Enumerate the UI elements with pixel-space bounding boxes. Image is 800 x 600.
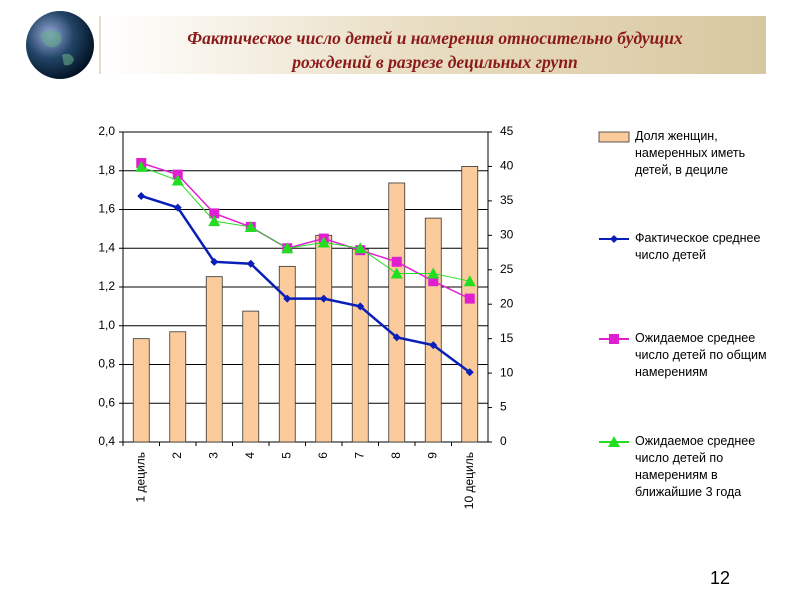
point: [244, 220, 257, 232]
bar: [132, 338, 150, 443]
y-tick-label: 1,0: [98, 318, 115, 332]
y2-tick-label: 20: [500, 296, 514, 310]
point: [391, 256, 402, 267]
legend-entry: Фактическое среднее число детей: [597, 230, 770, 264]
x-tick-label: 2: [170, 452, 184, 459]
legend-swatch: [599, 334, 629, 344]
x-tick-label: 3: [206, 452, 220, 459]
x-tick-label: 8: [389, 452, 403, 459]
legend-label: Ожидаемое среднее число детей по общим н…: [635, 331, 767, 379]
point: [354, 242, 367, 254]
bar: [424, 217, 442, 443]
globe-land: [40, 30, 74, 66]
bar: [315, 234, 333, 443]
legend-entry: Ожидаемое среднее число детей по намерен…: [597, 433, 770, 501]
point: [319, 294, 328, 303]
point: [281, 242, 294, 254]
globe-icon: [26, 11, 94, 79]
point: [463, 275, 476, 287]
swatch: [598, 131, 630, 143]
y-tick-label: 0,6: [98, 395, 115, 409]
bar: [461, 166, 479, 443]
y2-tick-label: 10: [500, 365, 514, 379]
x-tick-label: 6: [316, 452, 330, 459]
y-tick-label: 1,4: [98, 240, 115, 254]
point: [356, 302, 365, 311]
point: [209, 208, 220, 219]
point: [283, 294, 292, 303]
legend-swatch: [598, 131, 630, 143]
legend-entry: Доля женщин, намеренных иметь детей, в д…: [597, 128, 770, 179]
x-tick-label: 4: [243, 452, 257, 459]
bar: [388, 182, 406, 443]
y2-tick-label: 40: [500, 159, 514, 173]
x-tick-label: 7: [352, 452, 366, 459]
swatch-marker: [609, 334, 619, 344]
line: [141, 162, 471, 300]
y2-tick-label: 45: [500, 124, 514, 138]
y2-tick-label: 35: [500, 193, 514, 207]
point: [317, 236, 330, 248]
bar: [169, 331, 187, 443]
point: [137, 191, 146, 200]
point: [208, 215, 221, 227]
point: [390, 267, 403, 279]
legend-label: Ожидаемое среднее число детей по намерен…: [635, 434, 756, 499]
y-tick-label: 2,0: [98, 124, 115, 138]
point: [464, 293, 475, 304]
bar: [278, 265, 296, 443]
legend-swatch: [599, 436, 629, 447]
legend-entry: Ожидаемое среднее число детей по общим н…: [597, 330, 770, 381]
header-band: [100, 16, 766, 74]
point: [171, 174, 184, 186]
page-number: 12: [710, 568, 731, 588]
point: [246, 259, 255, 268]
bar: [242, 310, 260, 443]
y-tick-label: 1,8: [98, 163, 115, 177]
line: [141, 166, 470, 282]
line: [140, 194, 471, 374]
point: [135, 160, 148, 172]
y2-tick-label: 25: [500, 262, 514, 276]
y-tick-label: 0,4: [98, 434, 115, 448]
legend-label: Фактическое среднее число детей: [635, 231, 761, 262]
legend-label: Доля женщин, намеренных иметь детей, в д…: [635, 129, 746, 177]
swatch-marker: [610, 235, 618, 243]
point: [210, 257, 219, 266]
y2-tick-label: 0: [500, 434, 507, 448]
point: [427, 267, 440, 279]
x-tick-label: 9: [425, 452, 439, 459]
point: [173, 203, 182, 212]
y-tick-label: 1,6: [98, 202, 115, 216]
chart-title: Фактическое число детей и намерения отно…: [187, 28, 683, 72]
bar: [351, 248, 369, 443]
x-tick-label: 1 дециль: [133, 452, 147, 503]
legend-swatch: [599, 235, 629, 243]
point: [429, 341, 438, 350]
y2-tick-label: 15: [500, 331, 514, 345]
x-tick-label: 10 дециль: [462, 452, 476, 509]
y-tick-label: 1,2: [98, 279, 115, 293]
swatch-marker: [608, 436, 620, 447]
y2-tick-label: 5: [500, 400, 507, 414]
point: [392, 333, 401, 342]
y-tick-label: 0,8: [98, 357, 115, 371]
bar: [205, 276, 223, 443]
x-tick-label: 5: [279, 452, 293, 459]
point: [428, 276, 439, 287]
legend: Доля женщин, намеренных иметь детей, в д…: [597, 0, 797, 600]
y2-tick-label: 30: [500, 228, 514, 242]
point: [465, 368, 474, 377]
